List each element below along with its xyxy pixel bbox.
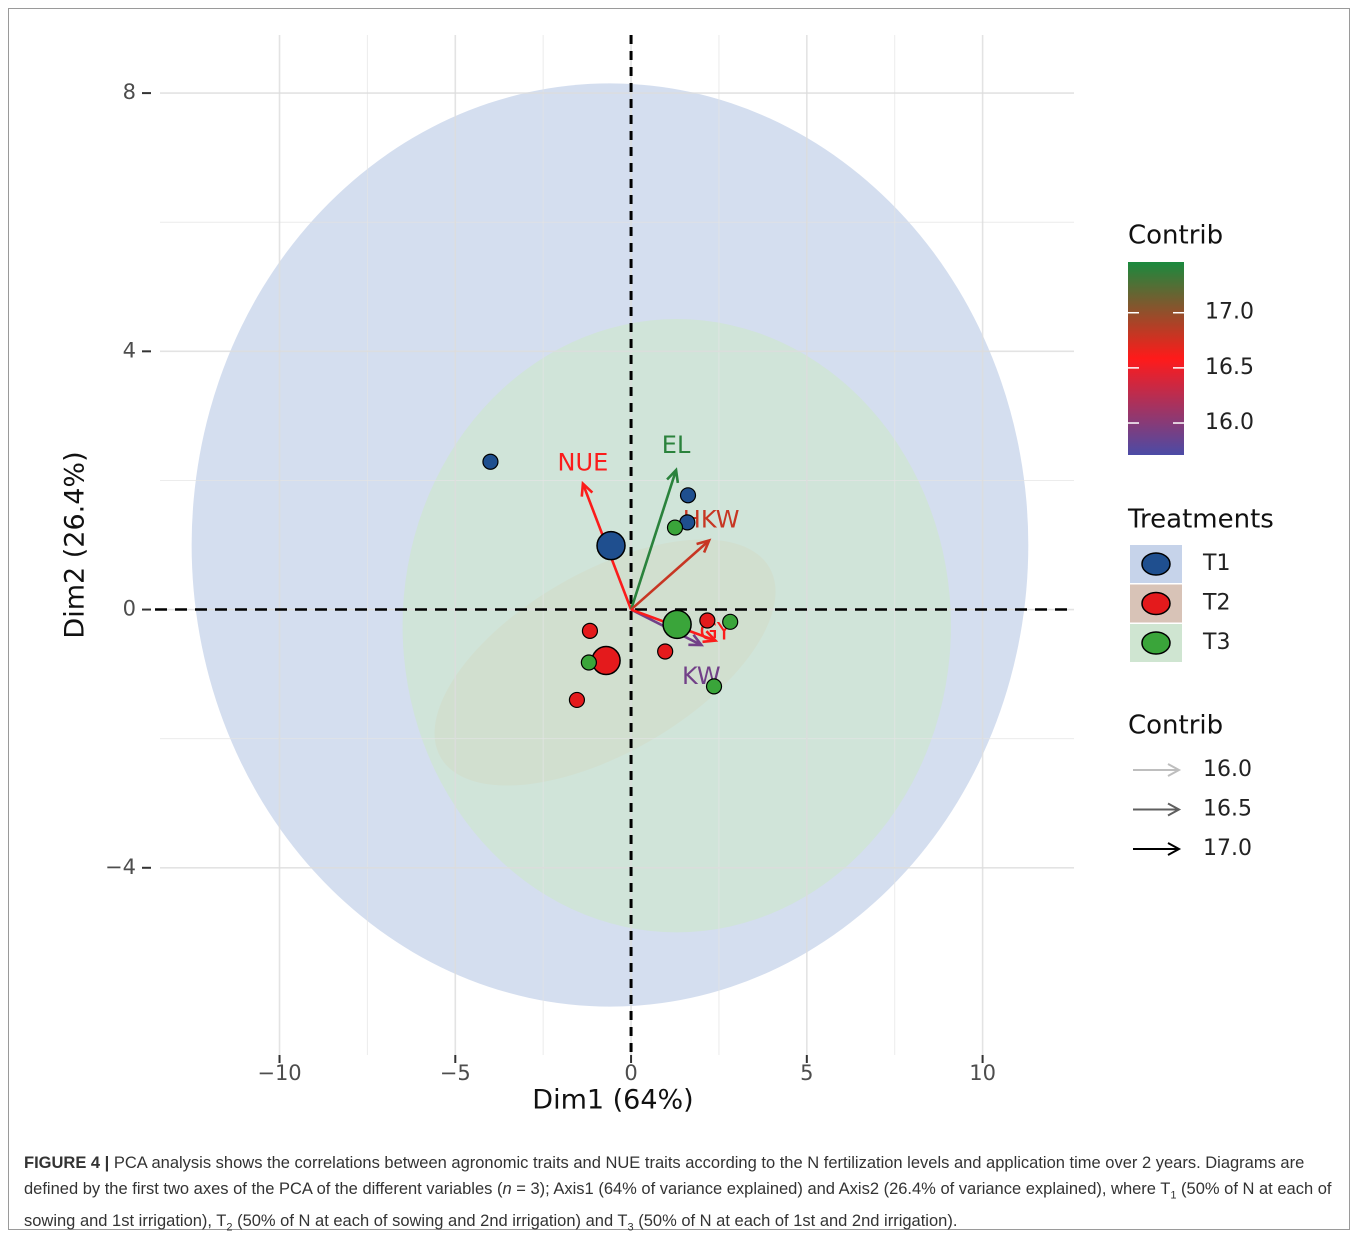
y-tick-label: 0 — [123, 597, 136, 621]
arrow-head — [1167, 763, 1182, 777]
legend-symbol — [1141, 631, 1171, 655]
point — [705, 678, 723, 695]
legend-title: Contrib — [1128, 711, 1223, 741]
variable-label: NUE — [558, 449, 609, 477]
legend-label: T3 — [1202, 630, 1230, 655]
point — [657, 643, 674, 660]
point — [666, 519, 684, 536]
variable-arrow — [630, 539, 710, 611]
x-tick-label: −5 — [440, 1061, 471, 1085]
point — [581, 622, 599, 639]
legend-label: T1 — [1202, 551, 1230, 576]
figure-frame — [8, 8, 1350, 1230]
caption-run: 2 — [226, 1221, 233, 1234]
arrow-head — [1167, 842, 1182, 856]
caption: FIGURE 4 | PCA analysis shows the correl… — [24, 1150, 1336, 1241]
legend-title: Contrib — [1128, 221, 1223, 251]
chart: −10 −5 0 5 10 −4 0 4 8 Dim1 (64%) Dim2 (26.4%) NUE E… — [60, 35, 1274, 1116]
caption-run: PCA analysis shows the correlations betw… — [24, 1154, 1305, 1198]
legend-symbol — [1141, 552, 1171, 576]
point — [568, 691, 586, 709]
y-tick-label: 8 — [123, 80, 136, 104]
group-mean — [662, 609, 692, 640]
colorbar-label: 17.0 — [1205, 300, 1254, 325]
colorbar — [1128, 262, 1184, 455]
point — [580, 654, 597, 671]
y-tick-label: −4 — [105, 855, 136, 879]
point — [482, 453, 499, 470]
caption-run: 1 — [1170, 1189, 1177, 1202]
point — [679, 487, 697, 504]
legend-label: 16.0 — [1203, 757, 1252, 782]
arrow-head — [666, 467, 680, 484]
colorbar-label: 16.0 — [1205, 410, 1254, 435]
caption-run: = 3); Axis1 (64% of variance explained) … — [511, 1180, 1171, 1198]
caption-run: (50% of N at each of sowing and 1st irri… — [24, 1180, 1332, 1231]
legend-label: T2 — [1202, 591, 1230, 616]
x-tick-label: 5 — [800, 1061, 813, 1085]
grid — [160, 35, 1074, 1055]
x-tick-label: 0 — [624, 1061, 637, 1085]
caption-run: (50% of N at each of sowing and 2nd irri… — [232, 1212, 628, 1231]
y-axis-title: Dim2 (26.4%) — [60, 451, 91, 638]
caption-run: (50% of N at each of 1st and 2nd irrigat… — [633, 1212, 958, 1231]
legend-label: 16.5 — [1203, 797, 1252, 822]
colorbar-label: 16.5 — [1205, 355, 1254, 380]
caption-run: FIGURE 4 | — [24, 1154, 114, 1172]
legend-title: Treatments — [1127, 505, 1274, 535]
points — [482, 453, 739, 709]
arrow-head — [696, 538, 712, 553]
arrow-head — [688, 633, 705, 647]
y-tick-label: 4 — [123, 338, 136, 362]
group-mean — [596, 530, 626, 561]
point — [722, 613, 739, 630]
caption-run: 3 — [627, 1221, 634, 1234]
legend-symbol — [1141, 591, 1171, 616]
point — [699, 612, 716, 629]
variable-arrow — [629, 469, 678, 610]
arrow-head — [1167, 802, 1182, 817]
variable-label: EL — [662, 431, 691, 459]
arrow-head — [702, 630, 719, 644]
legend-label: 17.0 — [1203, 836, 1252, 861]
x-axis-title: Dim1 (64%) — [532, 1085, 693, 1116]
x-tick-label: −10 — [257, 1061, 301, 1085]
caption-run: n — [502, 1180, 512, 1198]
arrow-head — [580, 480, 594, 497]
x-tick-label: 10 — [969, 1061, 996, 1085]
